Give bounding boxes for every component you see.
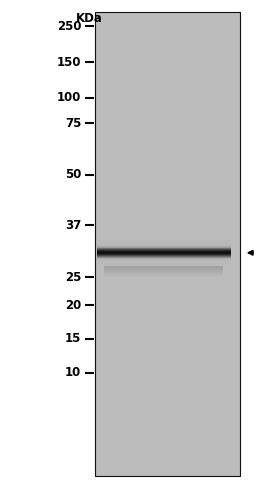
- Text: 20: 20: [65, 299, 81, 312]
- Text: 25: 25: [65, 271, 81, 284]
- Bar: [97, 258, 231, 259]
- Bar: [97, 255, 231, 256]
- Bar: [97, 252, 231, 253]
- Bar: [97, 261, 231, 262]
- Bar: [97, 263, 231, 264]
- Text: 50: 50: [65, 168, 81, 181]
- Bar: [97, 265, 231, 266]
- Bar: [97, 243, 231, 244]
- Bar: [97, 249, 231, 250]
- Bar: [97, 246, 231, 247]
- Bar: [97, 264, 231, 265]
- Bar: [97, 259, 231, 260]
- Bar: [97, 264, 231, 265]
- Bar: [97, 247, 231, 248]
- Text: 150: 150: [57, 56, 81, 69]
- Text: 100: 100: [57, 91, 81, 104]
- Bar: [97, 260, 231, 261]
- Text: 37: 37: [65, 219, 81, 232]
- Bar: [97, 243, 231, 244]
- Bar: [97, 254, 231, 255]
- Text: 75: 75: [65, 117, 81, 130]
- Bar: [97, 254, 231, 255]
- Bar: [97, 244, 231, 245]
- Bar: [97, 257, 231, 258]
- Bar: [97, 239, 231, 240]
- Bar: [97, 251, 231, 252]
- Bar: [97, 241, 231, 242]
- Text: 250: 250: [57, 20, 81, 33]
- Bar: [97, 256, 231, 257]
- Bar: [97, 245, 231, 246]
- Text: KDa: KDa: [76, 12, 102, 25]
- Bar: [97, 261, 231, 262]
- Bar: [97, 240, 231, 241]
- Bar: [97, 245, 231, 246]
- Bar: [97, 255, 231, 256]
- Bar: [97, 248, 231, 249]
- Bar: [97, 250, 231, 251]
- Bar: [97, 251, 231, 252]
- Bar: [97, 265, 231, 266]
- Bar: [97, 262, 231, 263]
- Bar: [97, 253, 231, 254]
- Bar: [97, 241, 231, 242]
- Bar: [97, 253, 231, 254]
- Bar: [97, 252, 231, 253]
- Bar: [97, 260, 231, 261]
- Bar: [97, 247, 231, 248]
- Bar: [97, 248, 231, 249]
- Bar: [97, 258, 231, 259]
- Bar: [95, 12, 240, 476]
- Bar: [97, 244, 231, 245]
- Bar: [97, 242, 231, 243]
- Bar: [97, 262, 231, 263]
- Bar: [97, 246, 231, 247]
- Bar: [97, 242, 231, 243]
- Text: 15: 15: [65, 332, 81, 345]
- Bar: [97, 259, 231, 260]
- Text: 10: 10: [65, 366, 81, 379]
